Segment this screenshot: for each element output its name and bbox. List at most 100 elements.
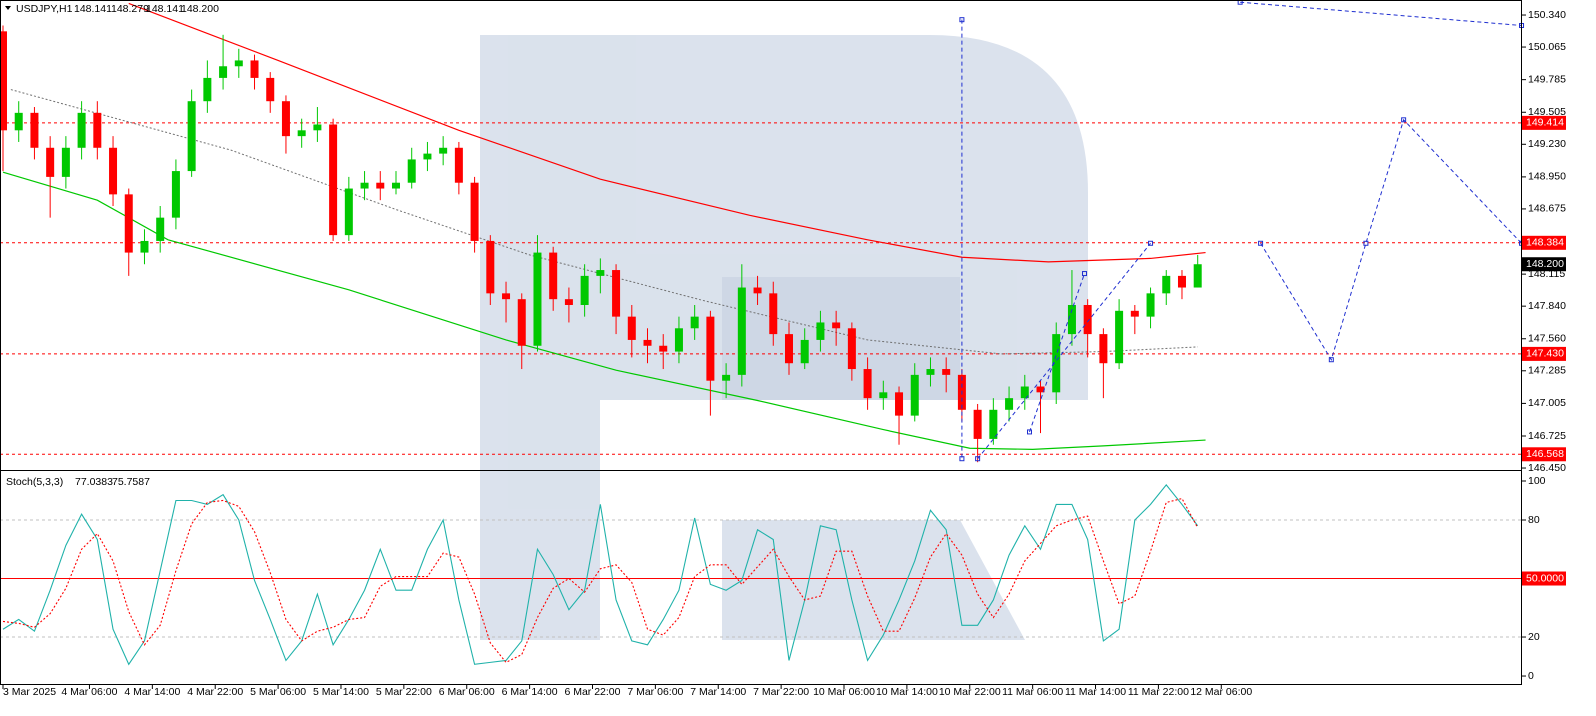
candle-body <box>1052 334 1061 393</box>
oscillator-line <box>2 497 1199 664</box>
candle-body <box>612 270 621 317</box>
candle-body <box>407 159 416 183</box>
indicator-title: Stoch(5,3,3) <box>6 476 63 488</box>
plot-frame <box>0 0 1522 685</box>
candle-body <box>93 112 102 148</box>
candle-body <box>1115 310 1124 364</box>
x-tick-label: 6 Mar 22:00 <box>564 686 620 698</box>
candle-body <box>627 316 636 340</box>
midline-box <box>1522 571 1566 586</box>
y-tick-label: 80 <box>1528 514 1540 526</box>
candle-body <box>1162 275 1171 294</box>
level-box <box>1522 447 1566 462</box>
candle-body <box>659 345 668 352</box>
candle-body <box>502 293 511 300</box>
forecast-point <box>1027 429 1032 435</box>
candle-body <box>360 182 369 189</box>
candle-body <box>832 322 841 329</box>
y-tick-label: 146.725 <box>1528 430 1566 442</box>
forecast-point <box>1401 117 1407 123</box>
candle-body <box>847 328 856 370</box>
quote-open: 148.141 <box>74 3 112 15</box>
candle-body <box>454 147 463 183</box>
candle-body <box>0 31 7 131</box>
candle-body <box>706 316 715 381</box>
candle-body <box>124 194 133 253</box>
forecast-point <box>1082 271 1088 277</box>
y-tick-label: 149.785 <box>1528 73 1566 85</box>
candle-body <box>942 369 951 375</box>
candle-body <box>1036 386 1045 393</box>
x-tick-label: 7 Mar 06:00 <box>627 686 683 698</box>
current-price-box <box>1522 257 1566 272</box>
y-tick-label: 149.505 <box>1528 106 1566 118</box>
candle-body <box>1177 275 1186 288</box>
forecast-point <box>975 456 981 462</box>
candle-body <box>1083 304 1092 335</box>
candle-body <box>690 316 699 329</box>
candle-body <box>816 322 825 340</box>
x-tick-label: 6 Mar 06:00 <box>439 686 495 698</box>
level-label: 146.568 <box>1526 448 1564 460</box>
x-tick-label: 11 Mar 06:00 <box>1002 686 1063 698</box>
moving-average <box>128 2 1206 263</box>
quote-low: 148.141 <box>146 3 184 15</box>
x-tick-label: 10 Mar 14:00 <box>876 686 938 698</box>
candle-body <box>61 147 70 177</box>
y-tick-label: 148.675 <box>1528 203 1566 215</box>
candle-body <box>219 66 228 78</box>
candle-body <box>926 369 935 375</box>
y-tick-label: 100 <box>1528 475 1546 487</box>
x-tick-label: 10 Mar 22:00 <box>939 686 1001 698</box>
x-tick-label: 4 Mar 14:00 <box>124 686 180 698</box>
level-box <box>1522 115 1566 130</box>
level-label: 149.414 <box>1526 117 1564 129</box>
forecast-point <box>1328 357 1334 363</box>
candle-body <box>46 147 55 177</box>
y-tick-label: 147.285 <box>1528 365 1566 377</box>
candle-body <box>533 252 542 346</box>
candle-body <box>1067 304 1076 335</box>
x-tick-label: 12 Mar 06:00 <box>1190 686 1252 698</box>
candle-body <box>187 101 196 172</box>
level-label: 147.430 <box>1526 348 1564 360</box>
y-tick-label: 0 <box>1528 670 1534 682</box>
candle-body <box>596 270 605 276</box>
candle-body <box>156 217 165 241</box>
candle-body <box>863 369 872 399</box>
candle-body <box>564 299 573 305</box>
candle-body <box>234 60 243 67</box>
candle-body <box>784 334 793 364</box>
candle-body <box>376 182 385 189</box>
candle-body <box>1099 334 1108 364</box>
candle-body <box>171 171 180 218</box>
candle-body <box>297 130 306 137</box>
candle-body <box>722 374 731 381</box>
candle-body <box>250 60 259 78</box>
candle-body <box>737 287 746 375</box>
y-tick-label: 148.950 <box>1528 171 1566 183</box>
candle-body <box>895 392 904 416</box>
candle-body <box>1130 310 1139 317</box>
candle-body <box>1146 293 1155 317</box>
y-tick-label: 150.065 <box>1528 41 1566 53</box>
candle-body <box>266 77 275 102</box>
candle-body <box>989 409 998 439</box>
x-tick-label: 5 Mar 14:00 <box>313 686 369 698</box>
y-tick-label: 20 <box>1528 631 1540 643</box>
candle-body <box>344 188 353 236</box>
y-tick-label: 147.840 <box>1528 300 1566 312</box>
indicator-k: 77.0383 <box>75 476 113 488</box>
forecast-point <box>959 17 965 23</box>
candle-body <box>109 147 118 195</box>
candle-body <box>140 240 149 253</box>
plot-layer <box>0 0 1525 666</box>
candle-body <box>517 299 526 346</box>
candle-body <box>329 124 338 236</box>
x-tick-label: 5 Mar 22:00 <box>376 686 432 698</box>
candle-body <box>470 182 479 241</box>
x-tick-label: 11 Mar 22:00 <box>1128 686 1189 698</box>
candle-body <box>769 293 778 335</box>
candle-body <box>486 240 495 294</box>
